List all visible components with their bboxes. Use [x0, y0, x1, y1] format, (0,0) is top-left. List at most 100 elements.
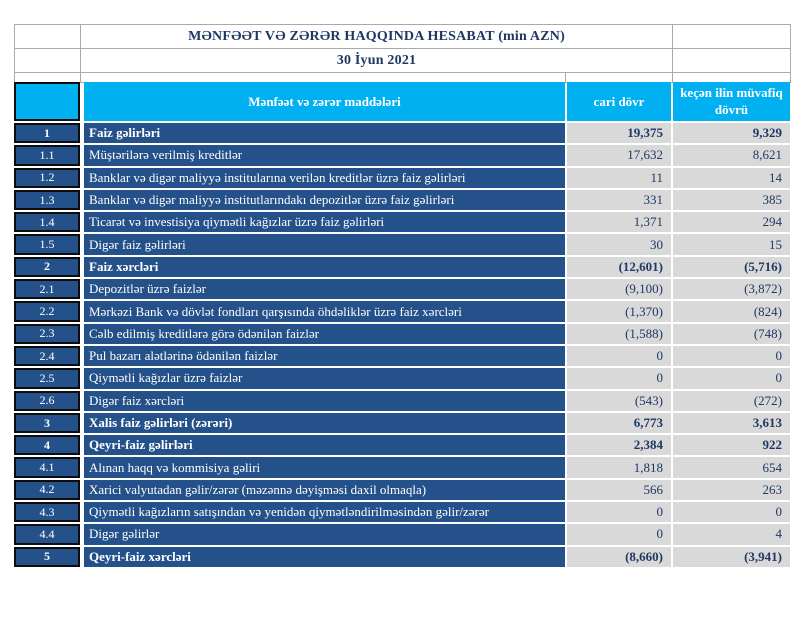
row-previous-cell: 8,621 — [673, 145, 790, 166]
row-number-cell: 2.3 — [14, 323, 80, 344]
row-label-cell: Qeyri-faiz gəlirləri — [84, 435, 565, 456]
row-number-cell: 5 — [14, 546, 80, 567]
row-previous-cell: 654 — [673, 457, 790, 478]
row-label-cell: Qeyri-faiz xərcləri — [84, 546, 565, 567]
row-previous-cell: (748) — [673, 323, 790, 344]
row-current-cell: 566 — [567, 479, 671, 501]
row-number-cell: 1.4 — [14, 212, 80, 233]
table-body: 1 Faiz gəlirləri 19,375 9,329 1.1 Müştərilərə… — [14, 123, 790, 569]
row-number-cell: 1.1 — [14, 145, 80, 166]
row-previous-cell: 385 — [673, 189, 790, 211]
table-row: 2.6 Digər faiz xərcləri (543) (272) — [14, 390, 790, 413]
table-row: 2.5 Qiymətli kağızlar üzrə faizlər 0 0 — [14, 368, 790, 390]
column-header-previous: keçən ilin müvafiq dövrü — [673, 82, 790, 121]
row-number-cell: 1.5 — [14, 234, 80, 255]
row-previous-cell: (272) — [673, 390, 790, 411]
row-number-cell: 1.3 — [14, 189, 80, 211]
row-number-cell: 4.2 — [14, 479, 80, 501]
row-label-cell: Faiz xərcləri — [84, 256, 565, 278]
table-row: 1.5 Digər faiz gəlirləri 30 15 — [14, 234, 790, 256]
row-label-cell: Müştərilərə verilmiş kreditlər — [84, 145, 565, 166]
table-row: 2.4 Pul bazarı alətlərinə ödənilən faizlə… — [14, 345, 790, 368]
row-label-cell: Alınan haqq və kommisiya gəliri — [84, 457, 565, 478]
row-previous-cell: 14 — [673, 167, 790, 188]
table-row: 4 Qeyri-faiz gəlirləri 2,384 922 — [14, 435, 790, 457]
row-previous-cell: 0 — [673, 368, 790, 389]
row-current-cell: (1,588) — [567, 323, 671, 344]
row-current-cell: 30 — [567, 234, 671, 255]
row-previous-cell: 294 — [673, 212, 790, 233]
header-right-empty-cell — [672, 24, 792, 49]
row-label-cell: Digər gəlirlər — [84, 524, 565, 545]
column-header-items: Mənfəət və zərər maddələri — [84, 82, 565, 121]
row-current-cell: 0 — [567, 345, 671, 367]
row-previous-cell: (3,941) — [673, 546, 790, 567]
table-row: 3 Xalis faiz gəlirləri (zərəri) 6,773 3,613 — [14, 412, 790, 435]
table-row: 4.3 Qiymətli kağızların satışından və yen… — [14, 502, 790, 524]
row-number-cell: 4.3 — [14, 502, 80, 523]
row-label-cell: Ticarət və investisiya qiymətli kağızlar… — [84, 212, 565, 233]
date-right-empty-cell — [672, 48, 792, 73]
row-current-cell: 17,632 — [567, 145, 671, 166]
column-header-current: cari dövr — [567, 82, 671, 121]
row-current-cell: 1,371 — [567, 212, 671, 233]
row-previous-cell: 15 — [673, 234, 790, 255]
table-row: 2 Faiz xərcləri (12,601) (5,716) — [14, 256, 790, 279]
row-previous-cell: 0 — [673, 502, 790, 523]
column-header-row: Mənfəət və zərər maddələri cari dövr keç… — [14, 82, 790, 123]
report-title: MƏNFƏƏT VƏ ZƏRƏR HAQQINDA HESABAT (min A… — [79, 24, 674, 49]
row-current-cell: (9,100) — [567, 279, 671, 300]
row-number-cell: 2.1 — [14, 279, 80, 300]
row-current-cell: (8,660) — [567, 546, 671, 567]
row-number-cell: 2 — [14, 256, 80, 278]
row-number-cell: 4 — [14, 435, 80, 456]
row-number-header-cell — [14, 82, 80, 121]
row-previous-cell: 9,329 — [673, 123, 790, 144]
report-header: MƏNFƏƏT VƏ ZƏRƏR HAQQINDA HESABAT (min A… — [14, 24, 792, 83]
table-row: 1 Faiz gəlirləri 19,375 9,329 — [14, 123, 790, 145]
spacer-cell — [672, 72, 792, 83]
row-label-cell: Digər faiz xərcləri — [84, 390, 565, 411]
row-label-cell: Xalis faiz gəlirləri (zərəri) — [84, 412, 565, 434]
table-row: 1.3 Banklar və digər maliyyə institutları… — [14, 189, 790, 212]
report-date: 30 İyun 2021 — [79, 48, 674, 73]
row-label-cell: Pul bazarı alətlərinə ödənilən faizlər — [84, 345, 565, 367]
header-left-empty-cell — [14, 24, 81, 49]
row-label-cell: Banklar və digər maliyyə institularına v… — [84, 167, 565, 188]
row-label-cell: Qiymətli kağızların satışından və yenidə… — [84, 502, 565, 523]
row-current-cell: (12,601) — [567, 256, 671, 278]
row-label-cell: Digər faiz gəlirləri — [84, 234, 565, 255]
row-previous-cell: (5,716) — [673, 256, 790, 278]
table-row: 2.1 Depozitlər üzrə faizlər (9,100) (3,872) — [14, 279, 790, 301]
row-current-cell: 0 — [567, 368, 671, 389]
row-number-cell: 1 — [14, 123, 80, 144]
table-row: 2.2 Mərkəzi Bank və dövlət fondları qarşı… — [14, 301, 790, 323]
row-number-cell: 4.1 — [14, 457, 80, 478]
row-number-cell: 4.4 — [14, 524, 80, 545]
date-left-empty-cell — [14, 48, 81, 73]
row-number-cell: 1.2 — [14, 167, 80, 188]
row-current-cell: 0 — [567, 524, 671, 545]
spacer-cell — [14, 72, 81, 83]
table-row: 5 Qeyri-faiz xərcləri (8,660) (3,941) — [14, 546, 790, 569]
row-label-cell: Depozitlər üzrə faizlər — [84, 279, 565, 300]
row-current-cell: (1,370) — [567, 301, 671, 322]
row-previous-cell: 4 — [673, 524, 790, 545]
row-previous-cell: 3,613 — [673, 412, 790, 434]
row-current-cell: 331 — [567, 189, 671, 211]
row-current-cell: 1,818 — [567, 457, 671, 478]
row-previous-cell: (3,872) — [673, 279, 790, 300]
row-label-cell: Mərkəzi Bank və dövlət fondları qarşısın… — [84, 301, 565, 322]
table-row: 1.1 Müştərilərə verilmiş kreditlər 17,632 8… — [14, 145, 790, 167]
table-row: 4.4 Digər gəlirlər 0 4 — [14, 524, 790, 546]
row-previous-cell: (824) — [673, 301, 790, 322]
row-label-cell: Qiymətli kağızlar üzrə faizlər — [84, 368, 565, 389]
row-number-cell: 2.5 — [14, 368, 80, 389]
row-number-cell: 2.6 — [14, 390, 80, 411]
row-number-cell: 3 — [14, 412, 80, 434]
spacer-cell — [564, 72, 674, 83]
row-label-cell: Faiz gəlirləri — [84, 123, 565, 144]
row-current-cell: 6,773 — [567, 412, 671, 434]
row-previous-cell: 922 — [673, 435, 790, 456]
table-row: 4.1 Alınan haqq və kommisiya gəliri 1,818 6… — [14, 457, 790, 479]
